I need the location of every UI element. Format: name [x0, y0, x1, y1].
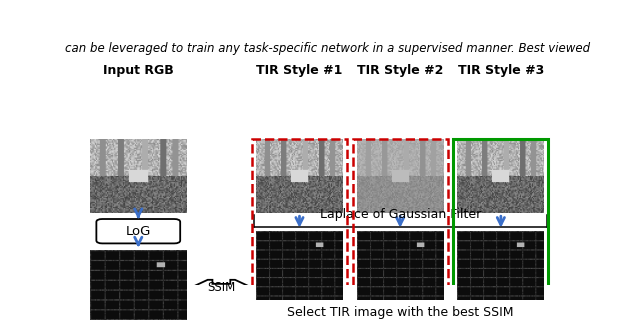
Text: Laplace of Gaussian Filter: Laplace of Gaussian Filter — [319, 208, 481, 221]
Polygon shape — [191, 280, 251, 295]
Text: Input RGB: Input RGB — [103, 64, 173, 77]
Text: TIR Style #3: TIR Style #3 — [458, 64, 544, 77]
Bar — [353, 140, 447, 301]
Bar — [454, 140, 548, 301]
Text: SSIM: SSIM — [207, 281, 236, 294]
Bar — [252, 140, 347, 301]
FancyBboxPatch shape — [97, 219, 180, 244]
Text: can be leveraged to train any task-specific network in a supervised manner. Best: can be leveraged to train any task-speci… — [65, 42, 591, 55]
Text: TIR Style #1: TIR Style #1 — [256, 64, 342, 77]
Text: TIR Style #2: TIR Style #2 — [357, 64, 444, 77]
Text: LoG: LoG — [125, 225, 151, 238]
Text: Select TIR image with the best SSIM: Select TIR image with the best SSIM — [287, 306, 513, 319]
